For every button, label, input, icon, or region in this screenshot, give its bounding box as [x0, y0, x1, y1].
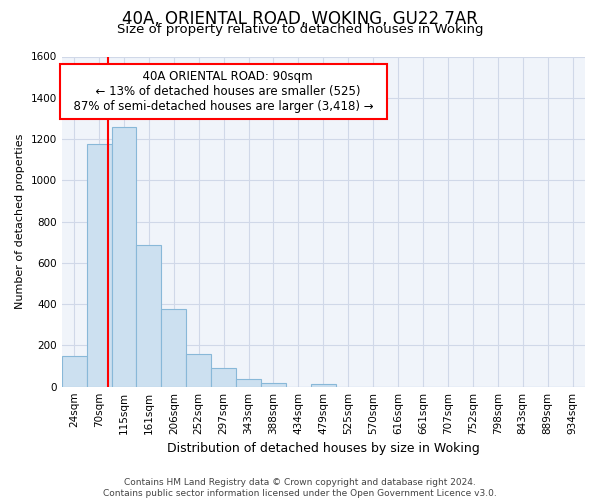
Bar: [311, 384, 336, 386]
Y-axis label: Number of detached properties: Number of detached properties: [15, 134, 25, 310]
Bar: [161, 310, 186, 386]
Bar: [261, 382, 286, 386]
Bar: [236, 380, 261, 386]
Bar: [136, 246, 161, 386]
Text: 40A, ORIENTAL ROAD, WOKING, GU22 7AR: 40A, ORIENTAL ROAD, WOKING, GU22 7AR: [122, 10, 478, 28]
Text: 40A ORIENTAL ROAD: 90sqm
  ← 13% of detached houses are smaller (525)
  87% of s: 40A ORIENTAL ROAD: 90sqm ← 13% of detach…: [67, 70, 382, 112]
Bar: [86, 144, 112, 386]
Text: Contains HM Land Registry data © Crown copyright and database right 2024.
Contai: Contains HM Land Registry data © Crown c…: [103, 478, 497, 498]
Bar: [62, 356, 86, 386]
Bar: [112, 126, 136, 386]
Text: Size of property relative to detached houses in Woking: Size of property relative to detached ho…: [117, 22, 483, 36]
Bar: [211, 368, 236, 386]
Bar: [186, 354, 211, 386]
X-axis label: Distribution of detached houses by size in Woking: Distribution of detached houses by size …: [167, 442, 480, 455]
